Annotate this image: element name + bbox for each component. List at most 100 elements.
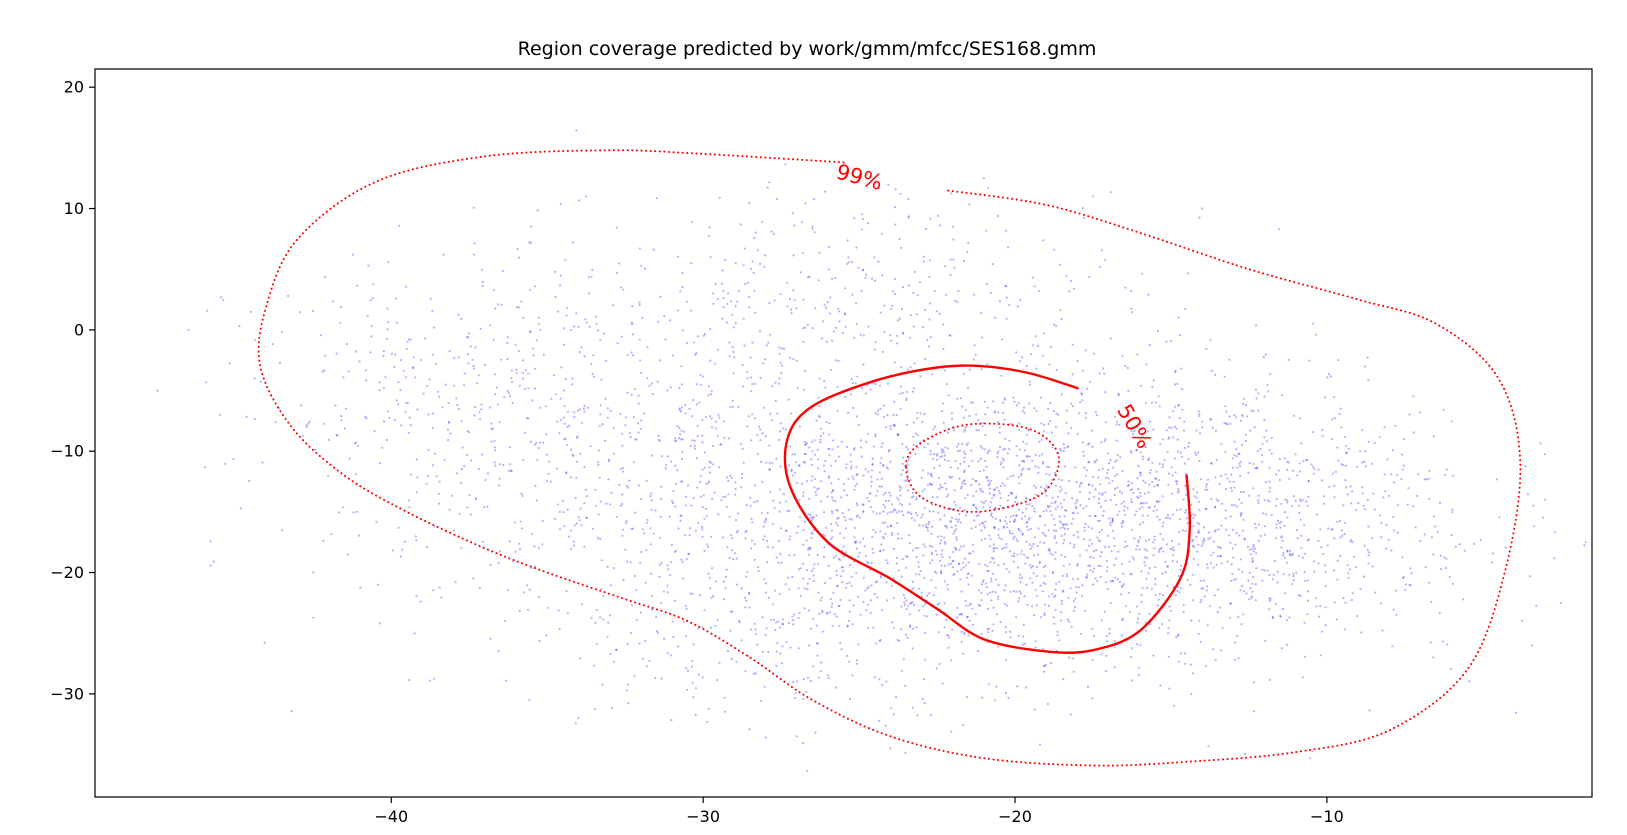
scatter-point bbox=[1024, 515, 1027, 518]
scatter-point bbox=[897, 639, 901, 642]
scatter-point bbox=[622, 288, 625, 291]
scatter-point bbox=[785, 529, 788, 532]
scatter-point bbox=[854, 541, 857, 545]
scatter-point bbox=[1081, 584, 1084, 587]
scatter-point bbox=[1076, 360, 1079, 363]
scatter-point bbox=[842, 331, 845, 334]
scatter-point bbox=[1401, 468, 1404, 471]
scatter-point bbox=[399, 359, 402, 362]
scatter-point bbox=[989, 577, 993, 580]
scatter-point bbox=[412, 356, 415, 359]
scatter-point bbox=[1156, 483, 1160, 487]
scatter-point bbox=[1336, 578, 1339, 581]
scatter-point bbox=[651, 392, 655, 396]
scatter-point bbox=[695, 457, 699, 460]
scatter-point bbox=[633, 461, 636, 464]
scatter-point bbox=[635, 588, 638, 592]
scatter-point bbox=[807, 546, 811, 549]
scatter-point bbox=[1339, 554, 1342, 557]
scatter-point bbox=[545, 453, 549, 456]
scatter-point bbox=[862, 511, 865, 514]
scatter-point bbox=[812, 567, 815, 570]
scatter-point bbox=[825, 612, 828, 615]
scatter-point bbox=[958, 512, 961, 516]
scatter-point bbox=[1011, 554, 1014, 557]
scatter-point bbox=[1034, 646, 1037, 649]
scatter-point bbox=[1109, 601, 1112, 605]
scatter-point bbox=[964, 496, 967, 499]
scatter-point bbox=[1264, 639, 1267, 643]
scatter-point bbox=[1355, 508, 1358, 512]
scatter-point bbox=[1035, 409, 1038, 413]
scatter-point bbox=[527, 372, 530, 375]
scatter-point bbox=[909, 602, 912, 605]
scatter-point bbox=[709, 626, 713, 629]
scatter-point bbox=[1002, 411, 1005, 414]
scatter-point bbox=[1054, 557, 1057, 561]
scatter-point bbox=[1020, 552, 1023, 555]
scatter-point bbox=[466, 453, 469, 456]
scatter-point bbox=[884, 491, 887, 494]
scatter-point bbox=[901, 469, 905, 472]
scatter-point bbox=[1414, 526, 1417, 529]
scatter-point bbox=[798, 612, 801, 615]
scatter-point bbox=[1025, 521, 1028, 524]
scatter-point bbox=[1126, 366, 1129, 370]
scatter-point bbox=[829, 611, 832, 614]
scatter-point bbox=[456, 404, 459, 407]
scatter-point bbox=[1333, 417, 1336, 420]
scatter-point bbox=[788, 509, 791, 512]
scatter-point bbox=[497, 561, 500, 565]
scatter-point bbox=[620, 335, 623, 338]
scatter-point bbox=[989, 538, 992, 541]
scatter-point bbox=[1295, 528, 1298, 532]
scatter-point bbox=[975, 514, 978, 518]
scatter-point bbox=[874, 581, 877, 584]
scatter-point bbox=[809, 513, 812, 516]
x-tick-label: −40 bbox=[374, 807, 408, 826]
scatter-point bbox=[1059, 502, 1062, 505]
scatter-point bbox=[1286, 468, 1289, 471]
scatter-point bbox=[980, 500, 983, 503]
scatter-point bbox=[365, 369, 368, 372]
scatter-point bbox=[1028, 503, 1031, 506]
scatter-point bbox=[1171, 492, 1174, 495]
scatter-point bbox=[850, 575, 853, 578]
scatter-point bbox=[950, 526, 953, 529]
scatter-point bbox=[1145, 549, 1148, 552]
scatter-point bbox=[764, 517, 768, 520]
scatter-point bbox=[885, 466, 888, 469]
scatter-point bbox=[454, 581, 457, 584]
scatter-point bbox=[953, 489, 956, 492]
scatter-point bbox=[708, 460, 711, 463]
scatter-point bbox=[1090, 429, 1093, 432]
scatter-point bbox=[829, 368, 833, 371]
scatter-point bbox=[597, 329, 600, 332]
scatter-point bbox=[650, 608, 654, 612]
scatter-point bbox=[676, 469, 679, 472]
scatter-point bbox=[991, 263, 994, 266]
scatter-point bbox=[985, 465, 988, 468]
scatter-point bbox=[516, 247, 519, 251]
scatter-point bbox=[838, 532, 842, 535]
scatter-point bbox=[761, 616, 764, 619]
scatter-point bbox=[480, 408, 483, 411]
scatter-point bbox=[721, 536, 725, 539]
scatter-point bbox=[1334, 470, 1337, 473]
scatter-point bbox=[1017, 600, 1020, 603]
scatter-point bbox=[983, 448, 986, 451]
scatter-point bbox=[595, 642, 599, 645]
scatter-point bbox=[859, 446, 862, 449]
scatter-point bbox=[721, 317, 724, 320]
scatter-point bbox=[830, 482, 833, 485]
scatter-point bbox=[1047, 595, 1050, 598]
scatter-point bbox=[855, 466, 858, 469]
scatter-point bbox=[938, 662, 941, 666]
scatter-point bbox=[844, 527, 848, 530]
scatter-point bbox=[941, 682, 944, 685]
scatter-point bbox=[563, 438, 566, 441]
scatter-point bbox=[1052, 529, 1055, 532]
scatter-point bbox=[1141, 435, 1144, 439]
scatter-point bbox=[809, 547, 812, 550]
scatter-point bbox=[1165, 340, 1168, 343]
